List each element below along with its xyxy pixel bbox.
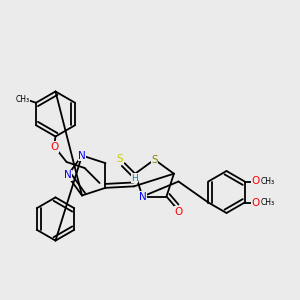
Text: O: O bbox=[251, 176, 259, 187]
Text: S: S bbox=[151, 154, 158, 165]
Text: N: N bbox=[139, 191, 146, 202]
Text: O: O bbox=[50, 142, 59, 152]
Text: O: O bbox=[251, 197, 259, 208]
Text: N: N bbox=[78, 151, 86, 160]
Text: CH₃: CH₃ bbox=[16, 95, 30, 104]
Text: CH₃: CH₃ bbox=[261, 177, 275, 186]
Text: H: H bbox=[131, 174, 138, 183]
Text: N: N bbox=[64, 170, 71, 181]
Text: S: S bbox=[117, 154, 123, 164]
Text: O: O bbox=[174, 206, 183, 217]
Text: CH₃: CH₃ bbox=[261, 198, 275, 207]
